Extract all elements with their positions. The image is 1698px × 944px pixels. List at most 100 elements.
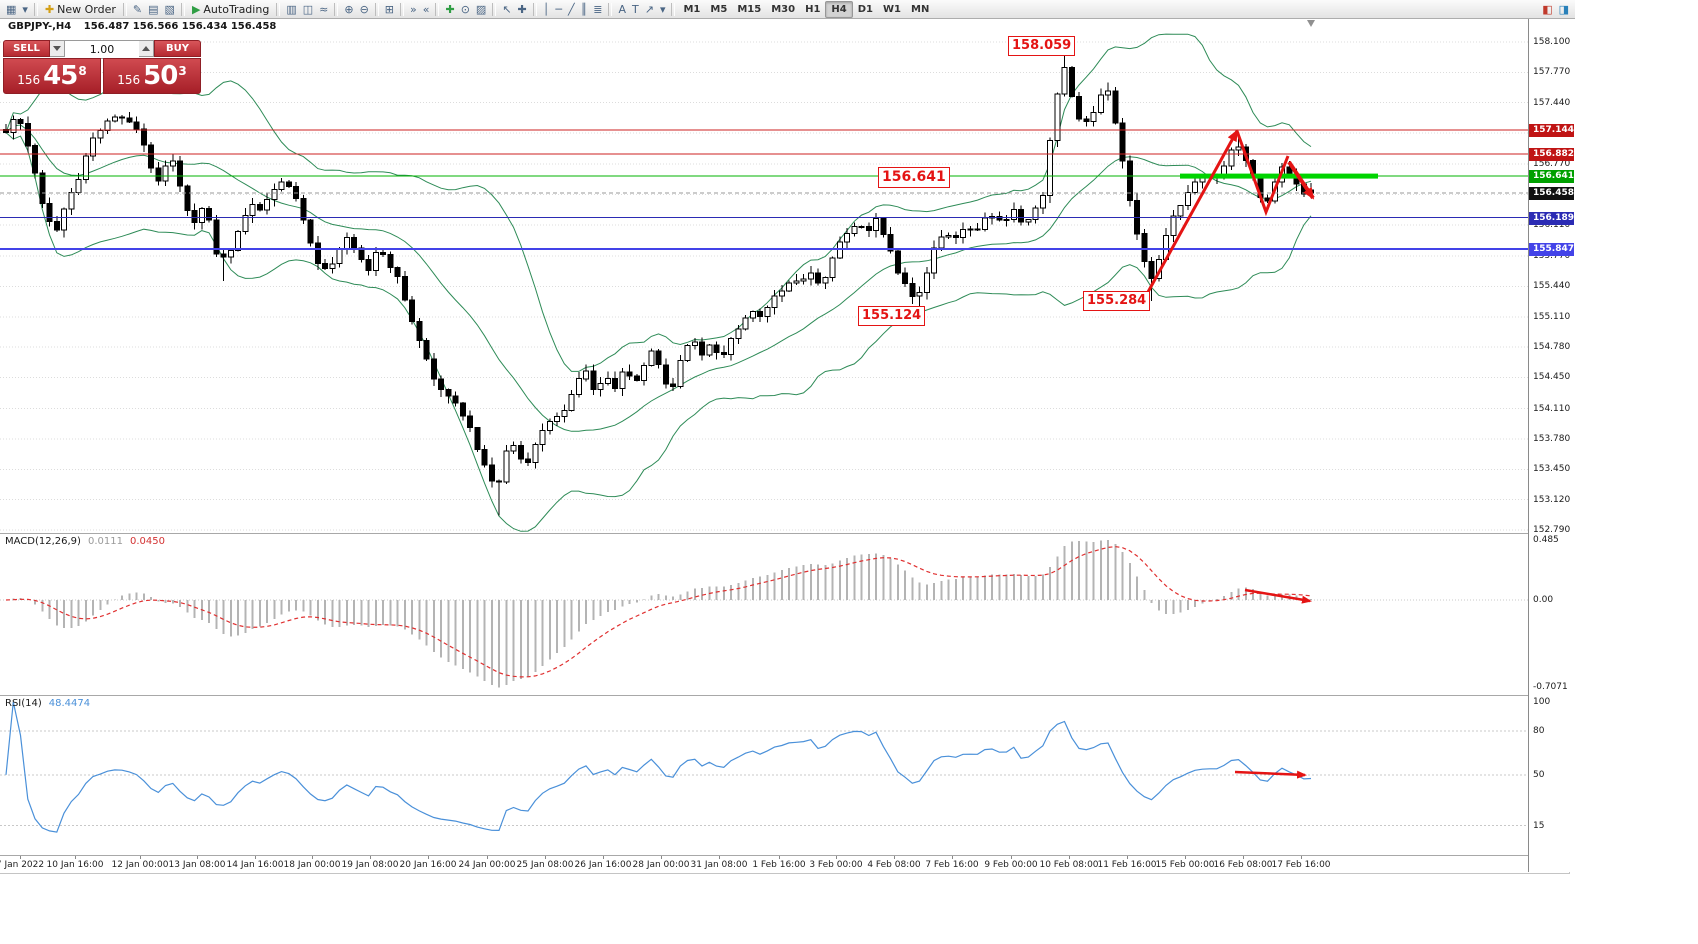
buy-button-label: BUY [166,43,189,54]
autotrading-button[interactable]: ▶ AutoTrading [188,2,273,17]
buy-button[interactable]: BUY [154,40,201,57]
new-chart-button[interactable]: ▦ [3,2,19,17]
crosshair-button[interactable]: ✚ [515,2,530,17]
navigator-button[interactable]: ▧ [162,2,178,17]
sell-price-button[interactable]: 156 45 8 [3,58,101,94]
fibonacci-button[interactable]: ≣ [590,2,605,17]
axis-label: 153.450 [1533,464,1571,475]
zigzag-arrow-annotation [1146,129,1290,293]
mini-chart-icon: ◧ [1542,2,1553,16]
ohlc-values: 156.487 156.566 156.434 156.458 [83,21,277,32]
timeframe-m30[interactable]: M30 [766,2,800,17]
volume-input[interactable] [65,40,139,59]
sell-button[interactable]: SELL [3,40,50,57]
new-order-button-label: New Order [57,2,116,16]
rsi-name: RSI(14) [5,698,42,709]
volume-up-button[interactable] [139,40,154,57]
templates-button[interactable]: ▨ [473,2,489,17]
triangle-down-icon [53,46,61,51]
vertical-line-button[interactable]: │ [540,2,553,17]
line-chart-button[interactable]: ≈ [316,2,331,17]
time-axis[interactable]: 7 Jan 2022 10 Jan 16:00 12 Jan 00:00 13 Jan… [0,855,1528,873]
volume-down-button[interactable] [50,40,65,57]
time-tick [1243,856,1244,859]
metaeditor-icon: ✎ [132,2,143,16]
toolbar-separator [276,2,281,16]
templates-icon: ▨ [475,2,487,16]
time-tick [428,856,429,859]
axis-label: 154.780 [1533,342,1571,353]
axis-label: 100 [1533,697,1551,707]
timeframe-m5[interactable]: M5 [705,2,732,17]
trendline-button[interactable]: ╱ [565,2,578,17]
price-flag-label: 157.144 [1529,123,1574,137]
arrows-dropdown[interactable]: ▾ [657,2,669,17]
time-tick [661,856,662,859]
text-button[interactable]: A [615,2,629,17]
timeframe-w1[interactable]: W1 [878,2,906,17]
cursor-icon: ↖ [502,2,512,16]
panel-separator[interactable] [0,695,1569,696]
buy-price-button[interactable]: 156 50 3 [103,58,201,94]
toolbar: ▦ ▾ ✚ New Order ✎ ▤ ▧ ▶ AutoTrading ▥ ◫ ≈ ⊕ ⊖ ⊞» «✚ ⊙ ▨ ↖ ✚… [0,0,1575,19]
profiles-button[interactable]: ▾ [19,2,31,17]
rsi-label: RSI(14) 48.4474 [5,698,97,709]
auto-scroll-button[interactable]: » [407,2,420,17]
periods-button[interactable]: ⊙ [458,2,473,17]
panel-separator[interactable] [0,533,1569,534]
timeframe-h4[interactable]: H4 [825,0,853,18]
chart-shift-button[interactable]: « [420,2,433,17]
axis-label: -0.7071 [1533,682,1568,693]
candlestick-chart-button[interactable]: ◫ [300,2,316,17]
zoom-out-icon: ⊖ [359,2,369,16]
toolbar-separator [33,2,38,16]
time-tick [545,856,546,859]
time-tick [312,856,313,859]
time-axis-label: 10 Jan 16:00 [46,860,104,870]
symbol-title: GBPJPY-,H4 [8,21,72,32]
timeframe-mn-label: MN [911,3,930,15]
window-layout-button[interactable]: ◨ [1556,2,1572,17]
macd-panel[interactable]: MACD(12,26,9) 0.0111 0.0450 [0,534,1528,694]
time-tick [836,856,837,859]
timeframe-h1[interactable]: H1 [800,2,825,17]
arrow-objects-icon: ↗ [644,2,654,16]
time-tick [952,856,953,859]
axis-label: 157.440 [1533,97,1571,108]
rsi-panel[interactable]: RSI(14) 48.4474 [0,696,1528,854]
indicators-button[interactable]: ✚ [442,2,457,17]
time-axis-label: 15 Feb 00:00 [1155,860,1215,870]
timeframe-mn[interactable]: MN [906,2,934,17]
cursor-button[interactable]: ↖ [499,2,514,17]
zoom-out-button[interactable]: ⊖ [357,2,372,17]
price-axis[interactable]: 158.100 157.770 157.440 156.770 156.110 155.7… [1528,18,1574,872]
arrows-button[interactable]: ↗ [642,2,657,17]
candles [3,45,1314,516]
window-profile-button[interactable]: ◧ [1539,2,1555,17]
metaeditor-button[interactable]: ✎ [130,2,145,17]
time-tick [1011,856,1012,859]
time-axis-label: 7 Feb 16:00 [925,860,979,870]
channel-button[interactable]: ║ [578,2,591,17]
down-arrow-annotation [1287,160,1315,200]
macd-signal-line [5,545,1312,678]
price-chart[interactable]: GBPJPY-,H4 156.487 156.566 156.434 156.4… [0,18,1528,533]
axis-label: 154.450 [1533,372,1571,383]
new-order-button[interactable]: ✚ New Order [41,2,120,17]
buy-price-big-figure: 156 [117,73,141,87]
axis-label: 15 [1533,820,1545,831]
timeframe-d1[interactable]: D1 [853,2,878,17]
time-tick [1185,856,1186,859]
horizontal-line-button[interactable]: ─ [552,2,565,17]
market-watch-button[interactable]: ▤ [145,2,161,17]
navigator-icon: ▧ [164,2,175,16]
timeframe-m1[interactable]: M1 [678,2,705,17]
time-axis-label: 14 Jan 16:00 [226,860,284,870]
tile-windows-button[interactable]: ⊞ [382,2,397,17]
time-tick [894,856,895,859]
bar-chart-button[interactable]: ▥ [283,2,299,17]
text-label-button[interactable]: T [629,2,642,17]
bear-candles [3,67,1314,483]
timeframe-m15[interactable]: M15 [732,2,766,17]
zoom-in-button[interactable]: ⊕ [341,2,356,17]
